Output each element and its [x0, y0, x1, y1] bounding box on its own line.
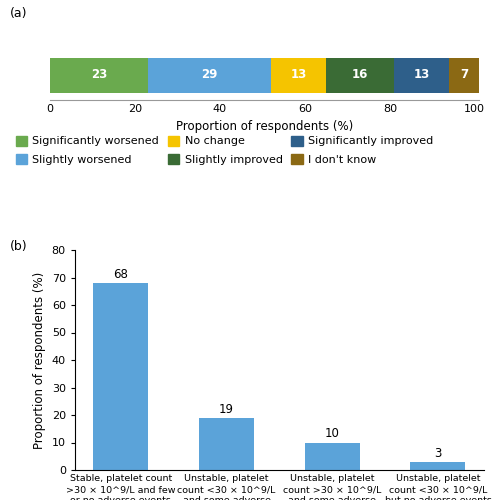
Text: (b): (b): [10, 240, 27, 253]
Bar: [394, 58, 449, 92]
Bar: [411, 462, 466, 470]
Text: (a): (a): [10, 8, 27, 20]
Text: 29: 29: [201, 68, 218, 82]
Text: 7: 7: [460, 68, 468, 82]
Text: 23: 23: [91, 68, 107, 82]
Text: 13: 13: [290, 68, 306, 82]
Text: 16: 16: [352, 68, 368, 82]
Text: 10: 10: [325, 428, 340, 440]
Text: 13: 13: [414, 68, 430, 82]
Bar: [449, 58, 479, 92]
Bar: [50, 58, 148, 92]
Legend: Significantly worsened, Slightly worsened, No change, Slightly improved, Signifi: Significantly worsened, Slightly worsene…: [15, 136, 433, 165]
Text: 68: 68: [113, 268, 128, 281]
Bar: [199, 418, 254, 470]
Bar: [305, 442, 360, 470]
Text: 3: 3: [434, 446, 442, 460]
X-axis label: Proportion of respondents (%): Proportion of respondents (%): [176, 120, 353, 132]
Bar: [326, 58, 394, 92]
Bar: [93, 283, 148, 470]
Y-axis label: Proportion of respondents (%): Proportion of respondents (%): [33, 272, 46, 448]
Text: 19: 19: [219, 402, 234, 415]
Bar: [271, 58, 326, 92]
Bar: [148, 58, 271, 92]
